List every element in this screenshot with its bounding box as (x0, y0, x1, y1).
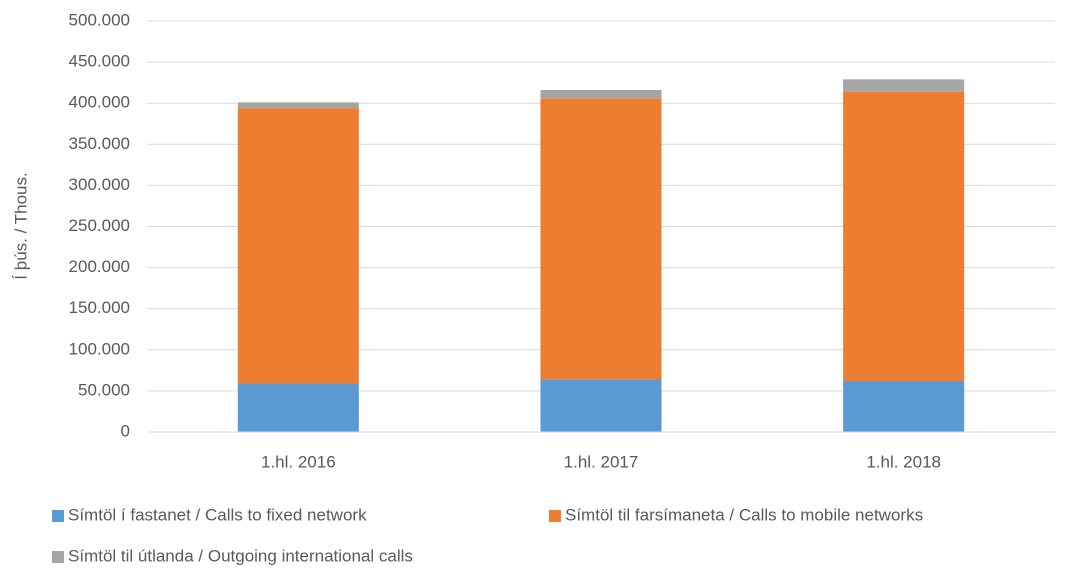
y-tick-label: 150.000 (69, 298, 130, 317)
y-tick-label: 200.000 (69, 257, 130, 276)
legend-swatch (52, 551, 64, 563)
x-tick-label: 1.hl. 2017 (564, 452, 639, 471)
y-tick-label: 300.000 (69, 175, 130, 194)
y-tick-label: 400.000 (69, 93, 130, 112)
bar-segment (540, 98, 662, 380)
legend-label: Símtöl til farsímaneta / Calls to mobile… (565, 505, 923, 524)
y-tick-label: 450.000 (69, 52, 130, 71)
y-tick-label: 100.000 (69, 339, 130, 358)
legend-label: Símtöl til útlanda / Outgoing internatio… (68, 546, 413, 565)
y-tick-label: 500.000 (69, 10, 130, 29)
bar-segment (843, 381, 965, 432)
bar-segment (237, 383, 359, 432)
y-tick-label: 350.000 (69, 134, 130, 153)
legend-label: Símtöl í fastanet / Calls to fixed netwo… (68, 505, 367, 524)
legend-swatch (52, 510, 64, 522)
bar-segment (237, 102, 359, 109)
bar-segment (843, 79, 965, 92)
x-tick-label: 1.hl. 2018 (866, 452, 941, 471)
bar-segment (540, 90, 662, 99)
y-tick-label: 50.000 (78, 380, 130, 399)
legend-swatch (549, 510, 561, 522)
bar-segment (540, 379, 662, 432)
x-tick-label: 1.hl. 2016 (261, 452, 336, 471)
y-tick-label: 0 (121, 421, 130, 440)
bar-segment (843, 91, 965, 382)
y-axis-label: Í þús. / Thous. (11, 172, 30, 279)
y-tick-label: 250.000 (69, 216, 130, 235)
bar-segment (237, 108, 359, 384)
